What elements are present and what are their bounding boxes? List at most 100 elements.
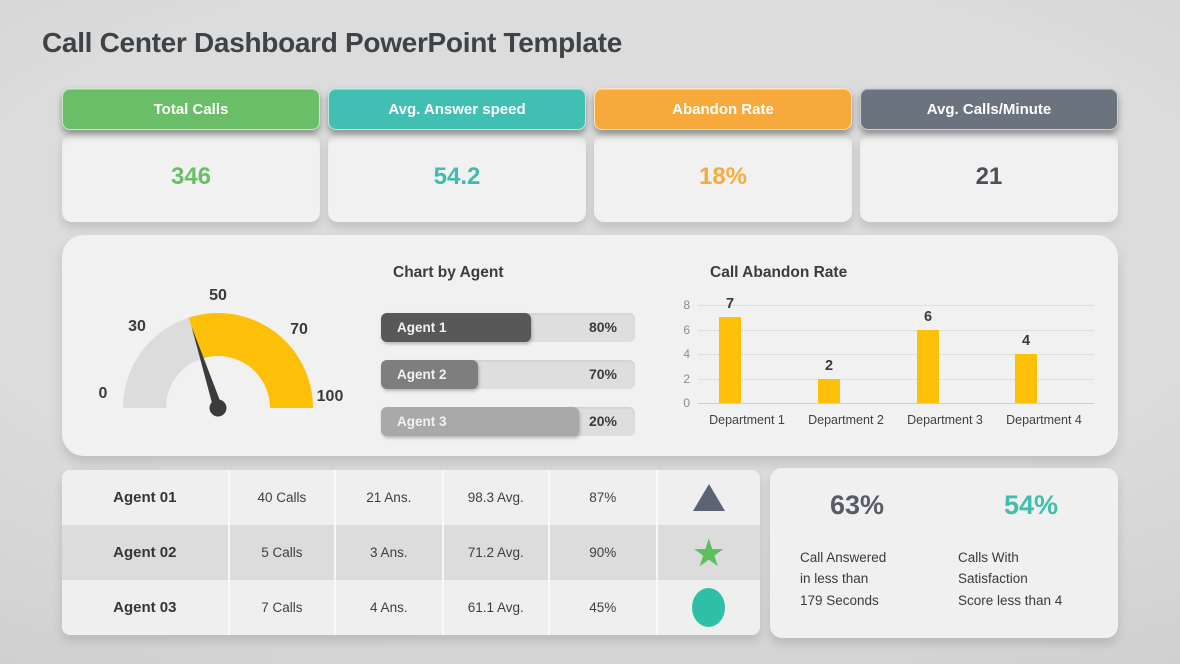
dept-bar-value: 7 — [725, 296, 735, 313]
agent-bar-fill — [381, 313, 531, 342]
percent-cell: 90% — [550, 525, 658, 580]
answered-cell: 4 Ans. — [336, 580, 444, 635]
circle-icon — [692, 588, 726, 627]
gauge-tick-label: 50 — [209, 287, 227, 304]
gauge-chart: 0 30 50 70 100 — [80, 285, 370, 435]
abandon-rate-chart: 0 2 4 6 8 7 Department 1 2 Department 2 6 Departme… — [672, 262, 1112, 447]
status-icon-cell: ★ — [658, 525, 761, 580]
summary-panel: 63% Call Answered in less than 179 Second… — [770, 468, 1118, 638]
kpi-card-3: Abandon Rate 18% — [594, 88, 852, 222]
abandon-chart-title: Call Abandon Rate — [710, 264, 848, 281]
agent-bar-percent: 70% — [588, 366, 617, 382]
agent-bar-label: Agent 3 — [397, 414, 447, 429]
kpi-card-1: Total Calls 346 — [62, 88, 320, 222]
percent-cell: 45% — [550, 580, 658, 635]
gauge-tick-label: 30 — [128, 318, 146, 335]
gauge-tick-label: 100 — [316, 388, 344, 405]
kpi-card-header: Avg. Answer speed — [328, 88, 586, 130]
agent-name-cell: Agent 03 — [62, 580, 230, 635]
y-axis-tick: 6 — [683, 322, 690, 337]
table-row: Agent 02 5 Calls 3 Ans. 71.2 Avg. 90% ★ — [62, 525, 760, 580]
dept-category-label: Department 1 — [709, 413, 785, 427]
kpi-card-body: 21 — [860, 132, 1118, 222]
calls-cell: 40 Calls — [230, 470, 337, 525]
y-axis-tick: 2 — [683, 371, 690, 386]
y-axis-tick: 4 — [683, 347, 690, 361]
kpi-card-2: Avg. Answer speed 54.2 — [328, 88, 586, 222]
kpi-card-value: 346 — [170, 163, 212, 190]
gauge-tick-label: 70 — [290, 321, 308, 338]
gridline — [698, 305, 1094, 306]
agent-bar-fill — [381, 360, 478, 389]
y-axis-tick: 0 — [683, 396, 690, 410]
kpi-card-header: Abandon Rate — [594, 88, 852, 130]
gridline — [698, 329, 1094, 331]
dept-category-label: Department 2 — [808, 413, 884, 427]
calls-cell: 5 Calls — [230, 525, 337, 580]
dept-bar-value: 4 — [1021, 333, 1031, 349]
agent-bar-label: Agent 1 — [397, 320, 447, 335]
summary-stat-caption: Call Answered in less than 179 Seconds — [800, 550, 887, 608]
dept-bar — [1015, 354, 1037, 403]
dept-bar — [818, 378, 840, 403]
dept-category-label: Department 4 — [1006, 413, 1082, 427]
average-cell: 98.3 Avg. — [444, 470, 551, 525]
summary-stat-1: 63% Call Answered in less than 179 Second… — [770, 468, 944, 638]
kpi-card-value: 54.2 — [433, 163, 481, 190]
summary-stat-value: 63% — [829, 490, 885, 520]
agent-name-cell: Agent 01 — [62, 470, 230, 525]
agent-bar-row: Agent 2 70% — [381, 360, 635, 389]
summary-stat-caption: Calls With Satisfaction Score less than … — [958, 550, 1063, 608]
dept-bar — [917, 329, 939, 403]
kpi-card-header: Total Calls — [62, 88, 320, 130]
status-icon-cell — [658, 580, 761, 635]
agent-bar-fill — [381, 407, 580, 436]
average-cell: 71.2 Avg. — [444, 525, 551, 580]
kpi-row: Total Calls 346 Avg. Answer speed 54.2 Aband… — [62, 88, 1118, 222]
gridline — [698, 354, 1094, 355]
agent-name-cell: Agent 02 — [62, 525, 230, 580]
agent-bar-chart: Agent 1 80% Agent 2 70% Agent 3 20% — [381, 313, 635, 454]
agent-chart-title: Chart by Agent — [393, 264, 504, 281]
kpi-card-body: 18% — [594, 132, 852, 222]
kpi-card-4: Avg. Calls/Minute 21 — [860, 88, 1118, 222]
kpi-card-body: 54.2 — [328, 132, 586, 222]
kpi-card-body: 346 — [62, 132, 320, 222]
agent-bar-label: Agent 2 — [397, 367, 447, 382]
dept-bar-value: 6 — [923, 308, 933, 325]
gauge-hub — [209, 399, 227, 417]
gauge-tick-label: 0 — [98, 385, 108, 402]
agent-bar-row: Agent 1 80% — [381, 313, 635, 342]
agent-bar-percent: 80% — [588, 319, 617, 335]
kpi-card-value: 21 — [975, 163, 1003, 190]
dept-bar — [719, 317, 741, 403]
answered-cell: 21 Ans. — [336, 470, 444, 525]
answered-cell: 3 Ans. — [336, 525, 444, 580]
page-title: Call Center Dashboard PowerPoint Templat… — [42, 27, 622, 58]
kpi-card-value: 18% — [698, 163, 748, 190]
gauge-needle — [191, 326, 223, 410]
y-axis-tick: 8 — [683, 298, 690, 312]
agent-bar-percent: 20% — [588, 413, 617, 429]
calls-cell: 7 Calls — [230, 580, 337, 635]
percent-cell: 87% — [550, 470, 658, 525]
status-icon-cell — [658, 470, 761, 525]
dept-bar-value: 2 — [824, 357, 834, 374]
summary-stat-value: 54% — [1003, 490, 1059, 520]
gauge-segment-1 — [123, 317, 202, 408]
gridline — [698, 403, 1094, 404]
table-row: Agent 01 40 Calls 21 Ans. 98.3 Avg. 87% — [62, 470, 760, 525]
table-row: Agent 03 7 Calls 4 Ans. 61.1 Avg. 45% — [62, 580, 760, 635]
gauge-svg — [123, 313, 313, 417]
gridline — [698, 378, 1094, 380]
agent-bar-row: Agent 3 20% — [381, 407, 635, 436]
triangle-icon — [692, 484, 725, 511]
agents-table: Agent 01 40 Calls 21 Ans. 98.3 Avg. 87% Agent… — [62, 470, 760, 635]
average-cell: 61.1 Avg. — [444, 580, 551, 635]
gauge-segment-2 — [188, 313, 313, 408]
dept-category-label: Department 3 — [907, 413, 983, 427]
star-icon: ★ — [691, 530, 726, 575]
summary-stat-2: 54% Calls With Satisfaction Score less th… — [944, 468, 1118, 638]
kpi-card-header: Avg. Calls/Minute — [860, 88, 1118, 130]
